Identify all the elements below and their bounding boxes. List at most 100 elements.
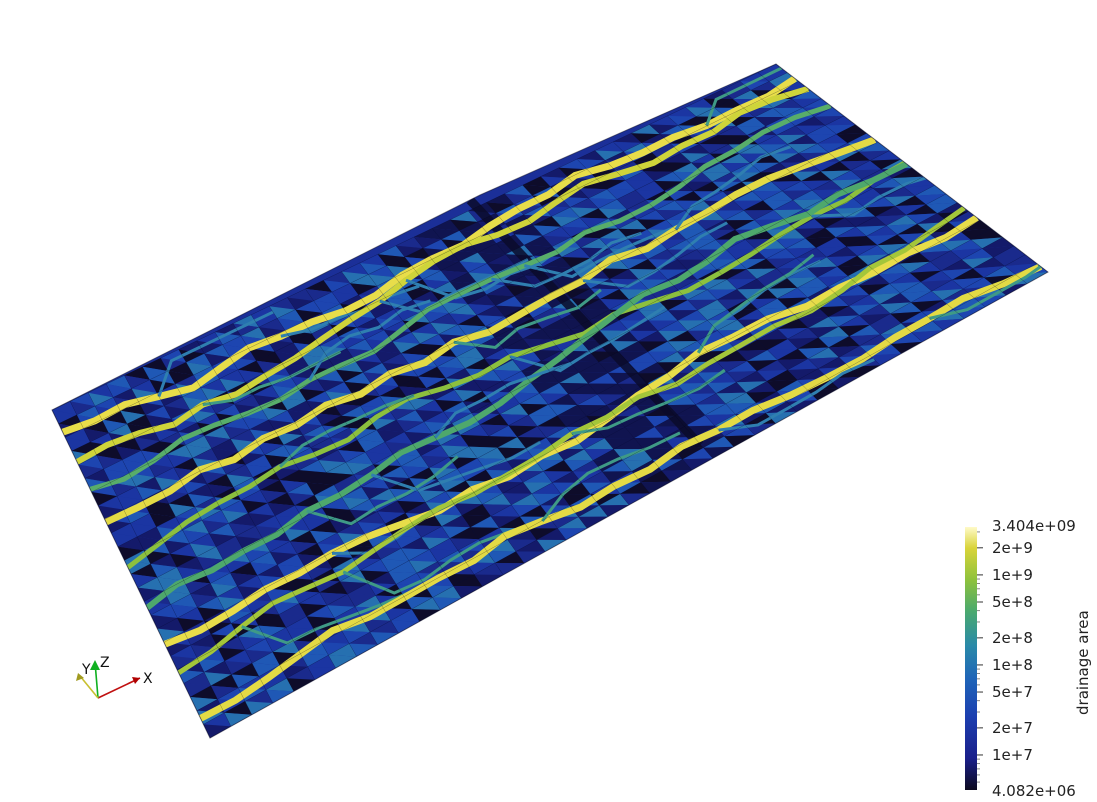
colorbar-tick-label: 1e+8 (992, 656, 1033, 674)
mesh-triangle (299, 460, 327, 473)
mesh-triangle (323, 280, 351, 293)
mesh-triangle (890, 302, 922, 314)
mesh-triangle (577, 394, 607, 406)
mesh-triangle (284, 577, 313, 591)
mesh-triangle (150, 604, 178, 619)
mesh-triangle (685, 107, 715, 117)
mesh-triangle (806, 125, 837, 135)
mesh-triangle (680, 153, 710, 163)
mesh-triangle (519, 393, 549, 405)
mesh-triangle (870, 150, 901, 161)
mesh-triangle (775, 238, 806, 249)
mesh-triangle (543, 471, 573, 483)
mesh-triangle (135, 477, 162, 491)
mesh-triangle (786, 390, 818, 402)
mesh-triangle (787, 368, 819, 381)
mesh-triangle (230, 438, 258, 452)
mesh-triangle (270, 551, 298, 565)
mesh-triangle (667, 249, 697, 260)
mesh-triangle (787, 358, 819, 371)
mesh-triangle (408, 549, 438, 562)
mesh-triangle (536, 539, 567, 552)
mesh-triangle (167, 371, 194, 384)
mesh-triangle (313, 300, 341, 313)
mesh-triangle (307, 666, 336, 680)
mesh-triangle (816, 237, 847, 248)
mesh-triangle (251, 306, 278, 319)
mesh-triangle (224, 712, 252, 727)
mesh-triangle (460, 424, 489, 437)
mesh-triangle (825, 116, 856, 126)
mesh-edge (144, 185, 935, 602)
mesh-triangle (696, 361, 727, 373)
mesh-edge (98, 124, 856, 506)
mesh-triangle (869, 313, 902, 325)
mesh-triangle (747, 359, 778, 372)
mesh-triangle (1004, 263, 1037, 275)
mesh-triangle (142, 358, 168, 372)
mesh-triangle (864, 197, 896, 208)
mesh-triangle (350, 283, 377, 295)
tributary-channel (279, 394, 415, 468)
mesh-triangle (717, 289, 748, 300)
mesh-triangle (508, 425, 538, 437)
mesh-triangle (628, 259, 658, 270)
mesh-triangle (448, 446, 478, 459)
mesh-triangle (170, 656, 198, 670)
mesh-triangle (637, 219, 667, 230)
mesh-triangle (462, 515, 491, 528)
mesh-triangle (368, 274, 396, 287)
mesh-triangle (237, 369, 265, 383)
mesh-triangle (278, 603, 307, 617)
mesh-triangle (835, 236, 867, 247)
mesh-triangle (735, 219, 765, 230)
mesh-triangle (235, 536, 263, 550)
mesh-triangle (202, 510, 229, 524)
mesh-triangle (531, 482, 561, 495)
mesh-triangle (838, 324, 870, 337)
mesh-triangle (336, 369, 364, 382)
mesh-triangle (795, 125, 826, 135)
mesh-edge (52, 64, 777, 411)
mesh-triangle (557, 528, 588, 540)
mesh-triangle (269, 297, 296, 310)
mesh-triangle (401, 548, 430, 561)
mesh-triangle (456, 347, 485, 359)
mesh-triangle (433, 514, 463, 527)
mesh-triangle (326, 594, 355, 607)
mesh-triangle (302, 435, 330, 448)
mesh-triangle (170, 645, 198, 659)
mesh-triangle (782, 181, 813, 191)
mesh-triangle (563, 460, 594, 472)
mesh-triangle (736, 371, 767, 383)
mesh-triangle (667, 299, 698, 311)
mesh-triangle (624, 426, 655, 439)
mesh-triangle (250, 551, 278, 565)
mesh-triangle (519, 505, 549, 517)
mesh-triangle (405, 502, 434, 515)
mesh-triangle (386, 265, 414, 278)
mesh-triangle (349, 643, 378, 657)
mesh-triangle (197, 596, 225, 611)
mesh-triangle (724, 210, 755, 221)
mesh-triangle (853, 188, 885, 199)
mesh-triangle (606, 189, 636, 200)
mesh-triangle (517, 426, 547, 438)
mesh-triangle (797, 316, 829, 328)
mesh-triangle (537, 426, 567, 438)
mesh-triangle (533, 216, 562, 227)
mesh-triangle (390, 374, 418, 387)
mesh-triangle (396, 419, 424, 432)
mesh-triangle (835, 226, 867, 238)
mesh-triangle (419, 334, 448, 346)
mesh-triangle (286, 627, 314, 641)
mesh-triangle (265, 689, 294, 704)
mesh-triangle (138, 401, 165, 415)
mesh-triangle (654, 181, 684, 191)
mesh-triangle (746, 258, 777, 270)
mesh-triangle (534, 459, 564, 472)
mesh-triangle (672, 162, 702, 173)
mesh-triangle (354, 360, 383, 373)
mesh-triangle (124, 375, 150, 389)
